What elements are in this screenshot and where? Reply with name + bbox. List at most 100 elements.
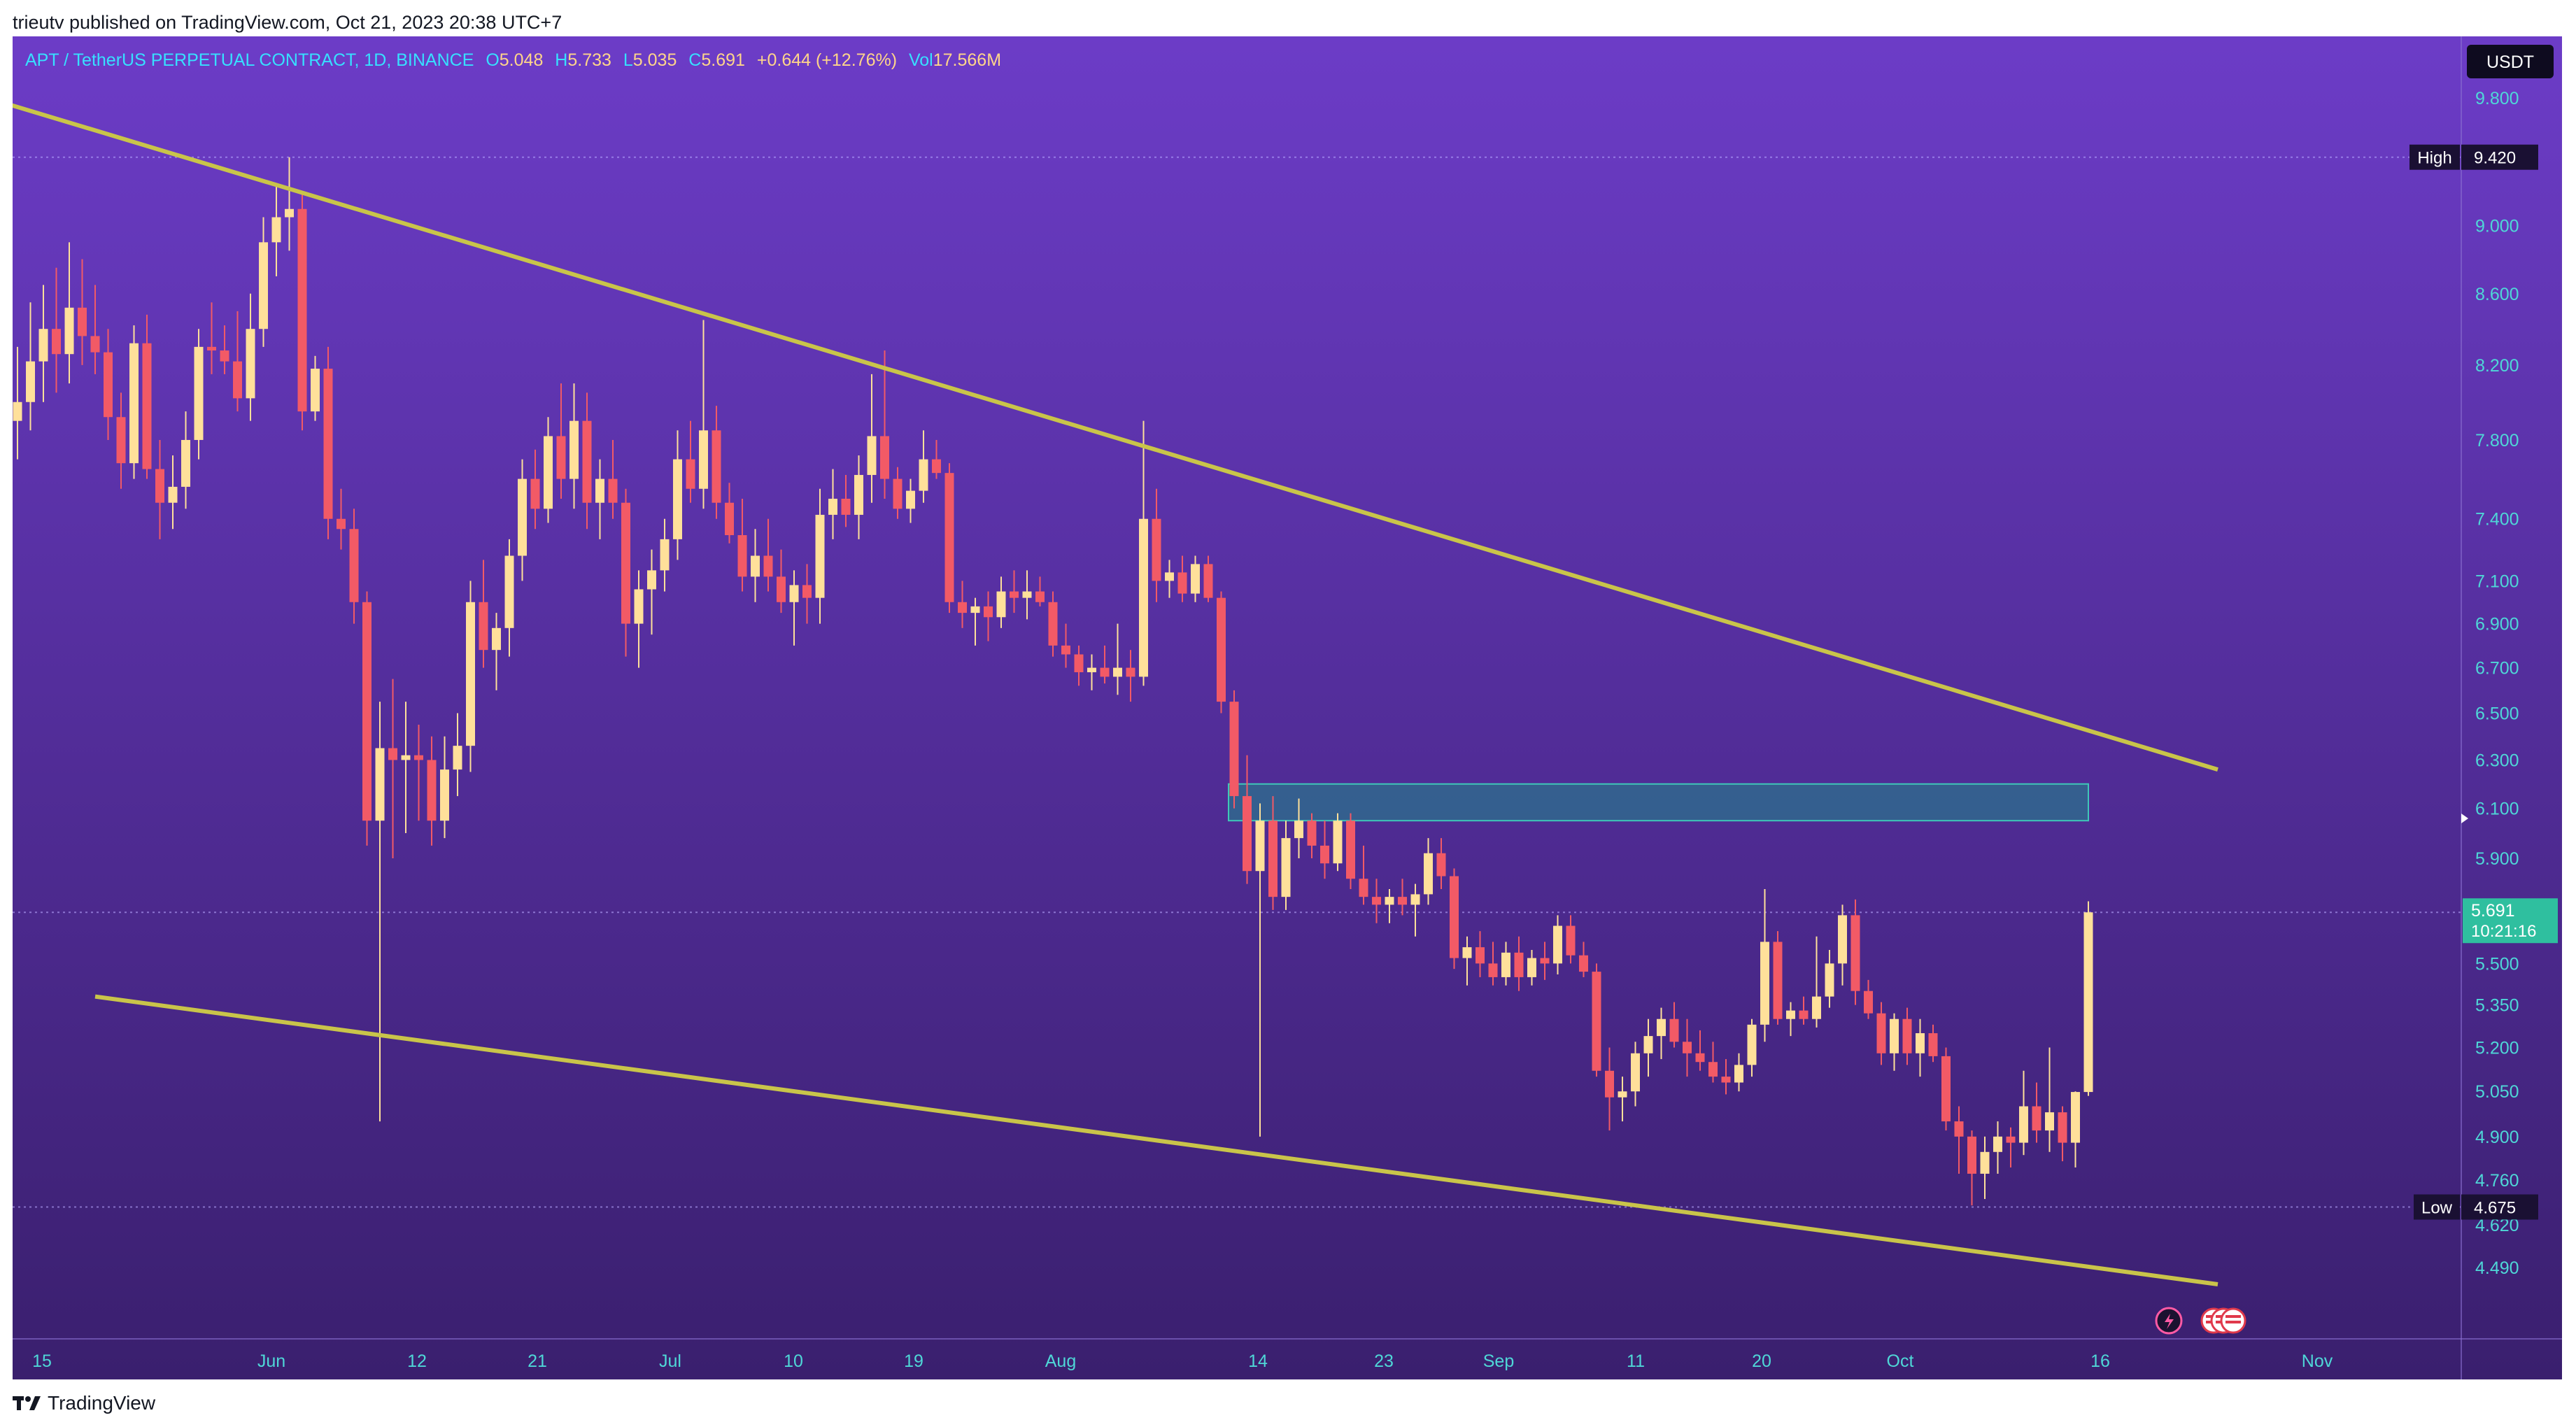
candle-body bbox=[608, 478, 618, 503]
candle-body bbox=[1669, 1018, 1679, 1042]
candle-body bbox=[544, 436, 553, 509]
low-label-box bbox=[2414, 1194, 2460, 1220]
candle-body bbox=[440, 769, 449, 821]
time-tick-label: 10 bbox=[784, 1351, 803, 1371]
price-tick-label: 6.500 bbox=[2475, 704, 2519, 724]
candle-body bbox=[737, 535, 747, 577]
scroll-right-icon[interactable] bbox=[2461, 814, 2468, 823]
candle-body bbox=[1540, 958, 1550, 964]
candle-body bbox=[1618, 1091, 1627, 1098]
candle-body bbox=[259, 242, 268, 329]
high-label: H bbox=[555, 50, 568, 70]
price-tick-label: 4.900 bbox=[2475, 1128, 2519, 1147]
high-label-box bbox=[2409, 144, 2460, 170]
candlestick-chart[interactable]: 9.800 9.000 8.600 8.200 7.800 7.400 7.100 6.900… bbox=[13, 36, 2562, 1379]
candle-body bbox=[1514, 952, 1524, 977]
candle-body bbox=[621, 502, 630, 624]
candle-body bbox=[1243, 796, 1252, 872]
countdown-timer: 10:21:16 bbox=[2471, 922, 2536, 941]
axes: 9.800 9.000 8.600 8.200 7.800 7.400 7.100 6.900… bbox=[32, 89, 2519, 1371]
candle-body bbox=[1488, 963, 1498, 977]
chart-frame[interactable]: 9.800 9.000 8.600 8.200 7.800 7.400 7.100 6.900… bbox=[13, 36, 2562, 1379]
currency-badge[interactable] bbox=[2467, 45, 2554, 78]
candle-body bbox=[1579, 955, 1588, 972]
candle-body bbox=[1346, 821, 1355, 879]
candle-body bbox=[168, 486, 178, 503]
flag-stripe-icon bbox=[2225, 1315, 2241, 1318]
candle-body bbox=[90, 336, 100, 353]
candle-body bbox=[129, 343, 139, 464]
candle-body bbox=[1398, 897, 1407, 905]
candle-body bbox=[1165, 572, 1174, 581]
resistance-zone[interactable] bbox=[1228, 783, 2089, 822]
low-label: Low bbox=[2421, 1199, 2453, 1218]
candle-body bbox=[297, 208, 307, 412]
candle-body bbox=[2045, 1112, 2054, 1131]
candle-body bbox=[1333, 821, 1343, 864]
candle-body bbox=[1631, 1053, 1640, 1092]
candle-body bbox=[1307, 821, 1317, 846]
candle-body bbox=[1954, 1121, 1964, 1137]
candle-body bbox=[1890, 1018, 1899, 1053]
price-tick-label: 4.490 bbox=[2475, 1258, 2519, 1278]
volume-label: Vol bbox=[908, 50, 933, 70]
candle-body bbox=[1993, 1136, 2002, 1152]
low-value-box bbox=[2461, 1194, 2538, 1220]
candle-body bbox=[401, 755, 411, 760]
candle-body bbox=[880, 436, 889, 479]
candle-body bbox=[1294, 821, 1303, 839]
price-tick-label: 5.350 bbox=[2475, 996, 2519, 1016]
tradingview-logo-icon bbox=[13, 1395, 41, 1412]
published-text: trieutv published on TradingView.com, Oc… bbox=[13, 12, 562, 33]
candle-body bbox=[466, 602, 475, 746]
price-tick-label: 9.000 bbox=[2475, 216, 2519, 236]
candle-body bbox=[504, 555, 514, 628]
candle-body bbox=[78, 307, 87, 336]
upper-trendline[interactable] bbox=[13, 93, 2218, 772]
candle-body bbox=[388, 748, 397, 760]
candle-body bbox=[841, 498, 851, 515]
candle-body bbox=[789, 585, 799, 602]
candle-body bbox=[246, 329, 255, 399]
candle-body bbox=[699, 430, 708, 489]
candle-body bbox=[1074, 654, 1084, 673]
time-tick-label: 19 bbox=[904, 1351, 923, 1371]
lower-trendline[interactable] bbox=[94, 994, 2218, 1286]
price-tick-label: 5.900 bbox=[2475, 849, 2519, 869]
currency-label[interactable]: USDT bbox=[2486, 52, 2534, 72]
candle-body bbox=[906, 490, 915, 509]
candle-body bbox=[1061, 645, 1070, 655]
time-tick-label: Sep bbox=[1483, 1351, 1514, 1371]
candle-body bbox=[660, 539, 670, 571]
time-tick-label: Jul bbox=[659, 1351, 681, 1371]
candle-body bbox=[349, 529, 359, 602]
price-tick-label: 7.100 bbox=[2475, 571, 2519, 591]
tradingview-footer: TradingView bbox=[13, 1389, 155, 1417]
price-tick-label: 7.400 bbox=[2475, 510, 2519, 530]
candle-body bbox=[1436, 853, 1446, 876]
candle-body bbox=[479, 602, 488, 651]
time-tick-label: 14 bbox=[1248, 1351, 1268, 1371]
candle-body bbox=[2071, 1092, 2080, 1143]
candle-body bbox=[104, 352, 113, 418]
candle-body bbox=[1812, 996, 1821, 1019]
candle-body bbox=[1475, 947, 1485, 964]
candle-body bbox=[2019, 1106, 2028, 1143]
candle-body bbox=[582, 420, 592, 503]
candle-body bbox=[142, 343, 152, 469]
candle-body bbox=[518, 478, 527, 556]
candle-body bbox=[1683, 1042, 1692, 1053]
candle-body bbox=[530, 478, 540, 509]
candle-body bbox=[116, 417, 126, 464]
candle-body bbox=[323, 369, 333, 519]
time-tick-label: 15 bbox=[32, 1351, 52, 1371]
candle-body bbox=[815, 514, 825, 598]
volume-value: 17.566M bbox=[933, 50, 1002, 70]
candle-body bbox=[2032, 1106, 2041, 1131]
candle-body bbox=[1010, 591, 1019, 598]
price-tick-label: 6.100 bbox=[2475, 800, 2519, 819]
candle-body bbox=[271, 217, 281, 243]
candle-body bbox=[375, 748, 385, 821]
symbol-name[interactable]: APT / TetherUS PERPETUAL CONTRACT, 1D, B… bbox=[25, 50, 474, 70]
